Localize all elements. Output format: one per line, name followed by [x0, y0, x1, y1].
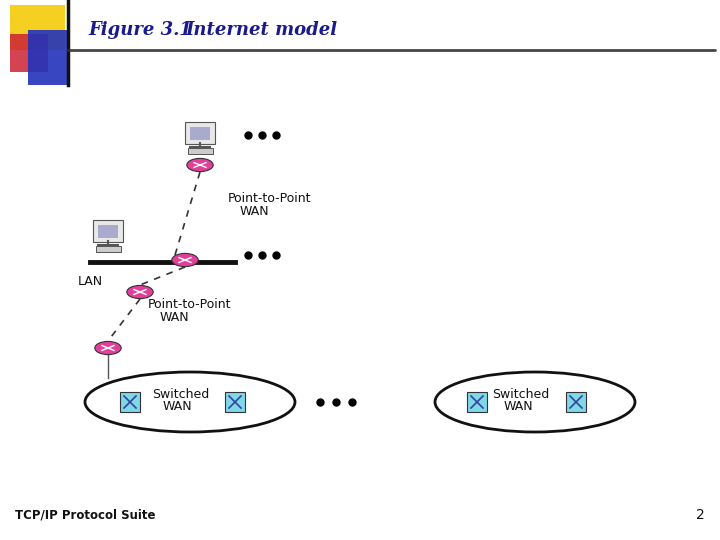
FancyBboxPatch shape	[185, 122, 215, 144]
Text: WAN: WAN	[240, 205, 269, 218]
Ellipse shape	[186, 158, 213, 172]
Text: WAN: WAN	[504, 400, 534, 413]
FancyBboxPatch shape	[225, 392, 245, 412]
FancyBboxPatch shape	[566, 392, 586, 412]
FancyBboxPatch shape	[120, 392, 140, 412]
Text: WAN: WAN	[163, 400, 193, 413]
FancyBboxPatch shape	[98, 225, 118, 238]
FancyBboxPatch shape	[10, 34, 48, 72]
FancyBboxPatch shape	[190, 127, 210, 140]
FancyBboxPatch shape	[467, 392, 487, 412]
Text: Internet model: Internet model	[185, 21, 337, 39]
Text: TCP/IP Protocol Suite: TCP/IP Protocol Suite	[15, 509, 156, 522]
Text: Point-to-Point: Point-to-Point	[148, 298, 232, 311]
Ellipse shape	[127, 286, 153, 299]
Text: Switched: Switched	[152, 388, 210, 401]
Text: WAN: WAN	[160, 311, 189, 324]
Text: Switched: Switched	[492, 388, 549, 401]
FancyBboxPatch shape	[96, 246, 120, 252]
Text: Point-to-Point: Point-to-Point	[228, 192, 312, 205]
FancyBboxPatch shape	[93, 220, 123, 242]
Text: LAN: LAN	[78, 275, 103, 288]
Ellipse shape	[95, 341, 121, 355]
Text: 2: 2	[696, 508, 705, 522]
FancyBboxPatch shape	[10, 5, 65, 50]
Text: Figure 3.1: Figure 3.1	[88, 21, 192, 39]
Ellipse shape	[172, 253, 198, 267]
FancyBboxPatch shape	[28, 30, 70, 85]
FancyBboxPatch shape	[187, 147, 212, 153]
